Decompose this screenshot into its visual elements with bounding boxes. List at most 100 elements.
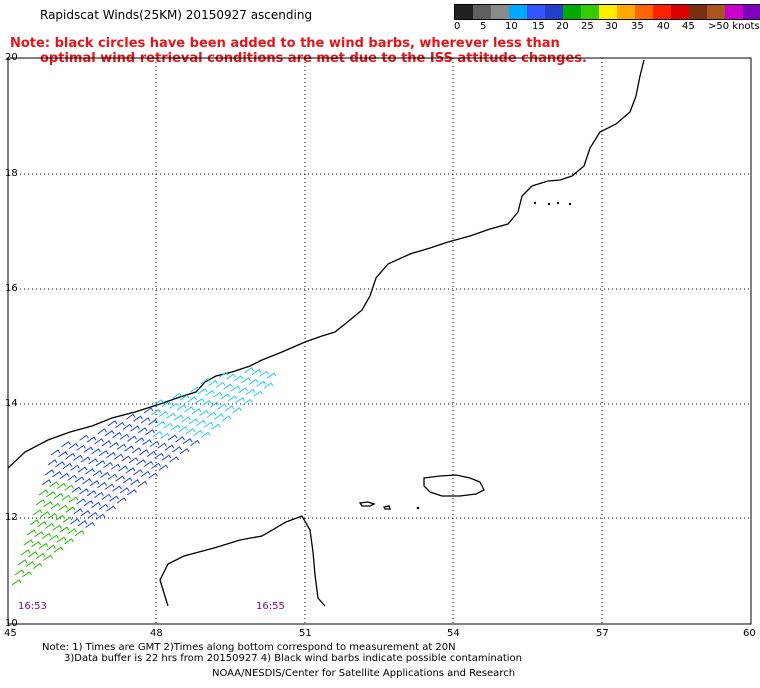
wind-barb — [116, 443, 127, 450]
wind-barb — [73, 454, 83, 461]
wind-barb — [182, 438, 193, 445]
wind-barb — [61, 494, 71, 501]
wind-barb — [149, 440, 160, 448]
wind-barb — [131, 447, 142, 454]
wind-barb — [38, 489, 49, 496]
wind-barb — [148, 419, 158, 426]
lon-label-57: 57 — [596, 628, 609, 639]
wind-barb — [43, 554, 53, 561]
wind-barb — [35, 552, 46, 560]
wind-barb — [61, 441, 71, 448]
wind-barb — [221, 415, 232, 422]
wind-barb — [155, 420, 166, 428]
wind-barb — [181, 416, 191, 423]
wind-barb — [76, 444, 86, 451]
wind-barb — [31, 541, 41, 548]
wind-barb — [125, 467, 136, 474]
wind-barb — [212, 391, 223, 398]
wind-barb — [238, 387, 248, 394]
wind-barb — [85, 468, 95, 475]
footer-credit: NOAA/NESDIS/Center for Satellite Applica… — [212, 668, 516, 679]
wind-barb — [263, 382, 274, 389]
legend-swatch — [689, 5, 707, 19]
wind-barb — [67, 528, 77, 535]
wind-barb — [76, 498, 86, 505]
islets — [416, 201, 572, 510]
wind-barb — [80, 456, 91, 463]
wind-barb — [68, 442, 79, 450]
wind-barb — [164, 444, 175, 451]
wind-barb — [151, 409, 161, 416]
wind-barb — [188, 418, 199, 425]
wind-barb — [56, 536, 67, 543]
wind-barb — [256, 380, 266, 387]
wind-barb — [110, 463, 121, 470]
wind-barb — [242, 398, 253, 406]
wind-barb — [55, 461, 65, 468]
legend-label: 30 — [605, 21, 618, 32]
wind-barb — [109, 441, 119, 449]
wind-barb — [125, 413, 136, 420]
wind-barb — [119, 487, 130, 494]
wind-barb — [101, 493, 112, 500]
legend-swatch — [653, 5, 671, 19]
wind-barb — [170, 424, 181, 431]
wind-barb — [211, 423, 221, 430]
wind-barb — [77, 520, 88, 527]
wind-barb — [143, 407, 154, 414]
wind-barb — [59, 472, 70, 480]
wind-barb — [52, 524, 62, 531]
wind-barb — [158, 464, 169, 471]
wind-barb — [217, 403, 227, 410]
wind-barb — [127, 435, 137, 442]
legend-swatch — [581, 5, 599, 19]
wind-barb — [166, 412, 176, 419]
wind-barb — [179, 394, 190, 401]
lat-label-16: 16 — [5, 283, 18, 294]
wind-barb — [71, 486, 82, 493]
wind-barb — [151, 462, 161, 469]
wind-barb — [196, 419, 206, 427]
wind-barb — [80, 510, 91, 517]
wind-barb — [176, 404, 187, 411]
wind-barb — [191, 408, 202, 415]
wind-barb — [95, 513, 106, 520]
wind-barb — [235, 397, 245, 404]
wind-barb — [85, 521, 95, 529]
wind-barb — [226, 373, 236, 380]
wind-barb — [53, 492, 64, 500]
wind-barb — [122, 477, 133, 484]
wind-barb — [118, 465, 128, 472]
wind-barb — [32, 562, 43, 570]
wind-barb — [121, 455, 131, 462]
wind-barb — [79, 434, 89, 441]
wind-barb — [241, 377, 251, 384]
graticule-grid — [8, 58, 751, 624]
wind-barb — [140, 417, 151, 424]
legend-label: 0 — [454, 21, 461, 32]
wind-barb — [130, 479, 140, 486]
lon-label-51: 51 — [299, 628, 312, 639]
wind-barb — [209, 401, 220, 408]
lat-label-12: 12 — [5, 512, 18, 523]
wind-barb — [17, 559, 28, 566]
lon-label-48: 48 — [150, 628, 163, 639]
wind-barb — [184, 406, 194, 413]
wind-barb — [148, 472, 158, 479]
wind-barb — [65, 452, 76, 460]
wind-barb — [91, 501, 101, 509]
wind-barb — [224, 405, 235, 412]
legend-swatch — [527, 5, 545, 19]
wind-barb — [58, 451, 68, 458]
wind-barb — [113, 453, 124, 460]
wind-barb — [214, 413, 224, 420]
lat-label-20: 20 — [5, 52, 18, 63]
wind-barb — [82, 478, 92, 485]
wind-barb — [92, 470, 103, 477]
wind-barb — [137, 427, 148, 434]
coastlines — [7, 59, 645, 607]
wind-barb — [248, 378, 259, 386]
wind-barb — [167, 434, 178, 441]
wind-barb — [68, 496, 79, 503]
